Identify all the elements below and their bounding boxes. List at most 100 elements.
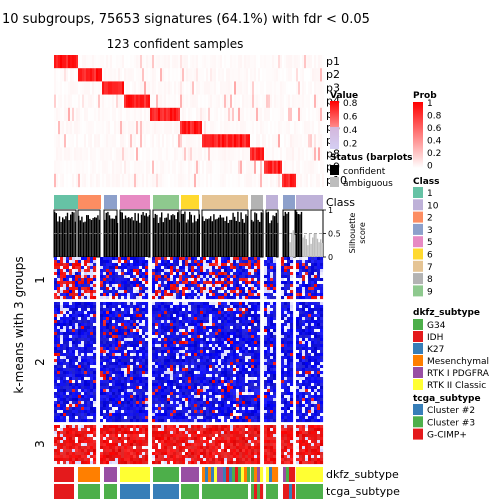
prob-cell [268,173,271,188]
heatmap-cell [78,335,82,339]
heatmap-cell [209,374,213,378]
heatmap-cell [78,323,82,327]
prob-cell [150,68,153,82]
prob-cell [210,107,213,122]
heatmap-cell [290,269,294,273]
heatmap-cell [209,359,213,363]
heatmap-cell [173,335,177,339]
heatmap-cell [191,380,195,384]
prob-cell [298,68,301,82]
heatmap-cell [100,317,104,321]
heatmap-cell [158,329,162,333]
heatmap-cell [63,338,67,342]
heatmap-cell [87,344,91,348]
heatmap-cell [115,329,119,333]
heatmap-cell [284,287,288,291]
heatmap-cell [115,287,119,291]
heatmap-cell [136,344,140,348]
prob-cell [266,134,269,148]
heatmap-cell [227,290,231,294]
heatmap-cell [100,383,104,387]
heatmap-cell [173,323,177,327]
heatmap-cell [179,260,183,264]
prob-cell [110,81,113,95]
heatmap-cell [161,368,165,372]
prob-cell [54,147,57,161]
prob-cell [304,81,307,95]
heatmap-cell [185,260,189,264]
prob-cell [210,94,213,108]
heatmap-cell [90,416,94,420]
heatmap-cell [93,371,97,375]
prob-cell [154,147,157,161]
heatmap-cell [257,263,261,267]
heatmap-cell [136,377,140,381]
heatmap-cell [81,329,85,333]
heatmap-cell [90,401,94,405]
heatmap-cell [124,266,128,270]
heatmap-cell [251,308,255,312]
prob-cell [56,173,59,188]
heatmap-cell [203,371,207,375]
prob-cell [282,55,285,69]
heatmap-cell [188,308,192,312]
prob-cell [142,81,145,95]
heatmap-cell [63,383,67,387]
prob-cell [316,68,319,82]
heatmap-cell [215,287,219,291]
heatmap-cell [136,314,140,318]
heatmap-cell [248,269,252,273]
heatmap-cell [242,314,246,318]
heatmap-cell [72,314,76,318]
heatmap-cell [115,356,119,360]
heatmap-cell [69,344,73,348]
heatmap-cell [152,377,156,381]
heatmap-cell [188,314,192,318]
prob-cell [108,68,111,82]
prob-cell [274,68,277,82]
prob-cell [160,94,163,108]
prob-cell [108,160,111,174]
prob-cell [296,94,299,108]
heatmap-cell [185,257,189,261]
heatmap-cell [191,263,195,267]
heatmap-cell [145,257,149,261]
prob-cell [118,94,121,108]
heatmap-cell [155,314,159,318]
heatmap-cell [78,302,82,306]
heatmap-cell [248,386,252,390]
heatmap-cell [158,296,162,300]
heatmap-cell [161,386,165,390]
heatmap-cell [167,344,171,348]
heatmap-cell [93,344,97,348]
prob-cell [220,55,223,69]
heatmap-cell [185,359,189,363]
heatmap-cell [251,389,255,393]
prob-cell [100,121,103,135]
heatmap-cell [230,362,234,366]
heatmap-cell [158,392,162,396]
heatmap-cell [302,269,306,273]
silhouette-bar [235,220,237,257]
heatmap-cell [179,344,183,348]
prob-cell [112,121,115,135]
heatmap-cell [167,263,171,267]
heatmap-cell [167,386,171,390]
heatmap-cell [60,275,64,279]
heatmap-cell [200,302,204,306]
heatmap-cell [115,278,119,282]
heatmap-cell [254,365,258,369]
prob-cell [296,134,299,148]
heatmap-cell [139,263,143,267]
prob-cell [216,107,219,122]
heatmap-cell [203,260,207,264]
heatmap-cell [215,344,219,348]
heatmap-cell [245,323,249,327]
heatmap-cell [81,290,85,294]
heatmap-cell [112,365,116,369]
prob-cell [322,94,325,108]
heatmap-cell [173,311,177,315]
prob-cell [80,81,83,95]
heatmap-cell [90,284,94,288]
prob-cell [68,94,71,108]
